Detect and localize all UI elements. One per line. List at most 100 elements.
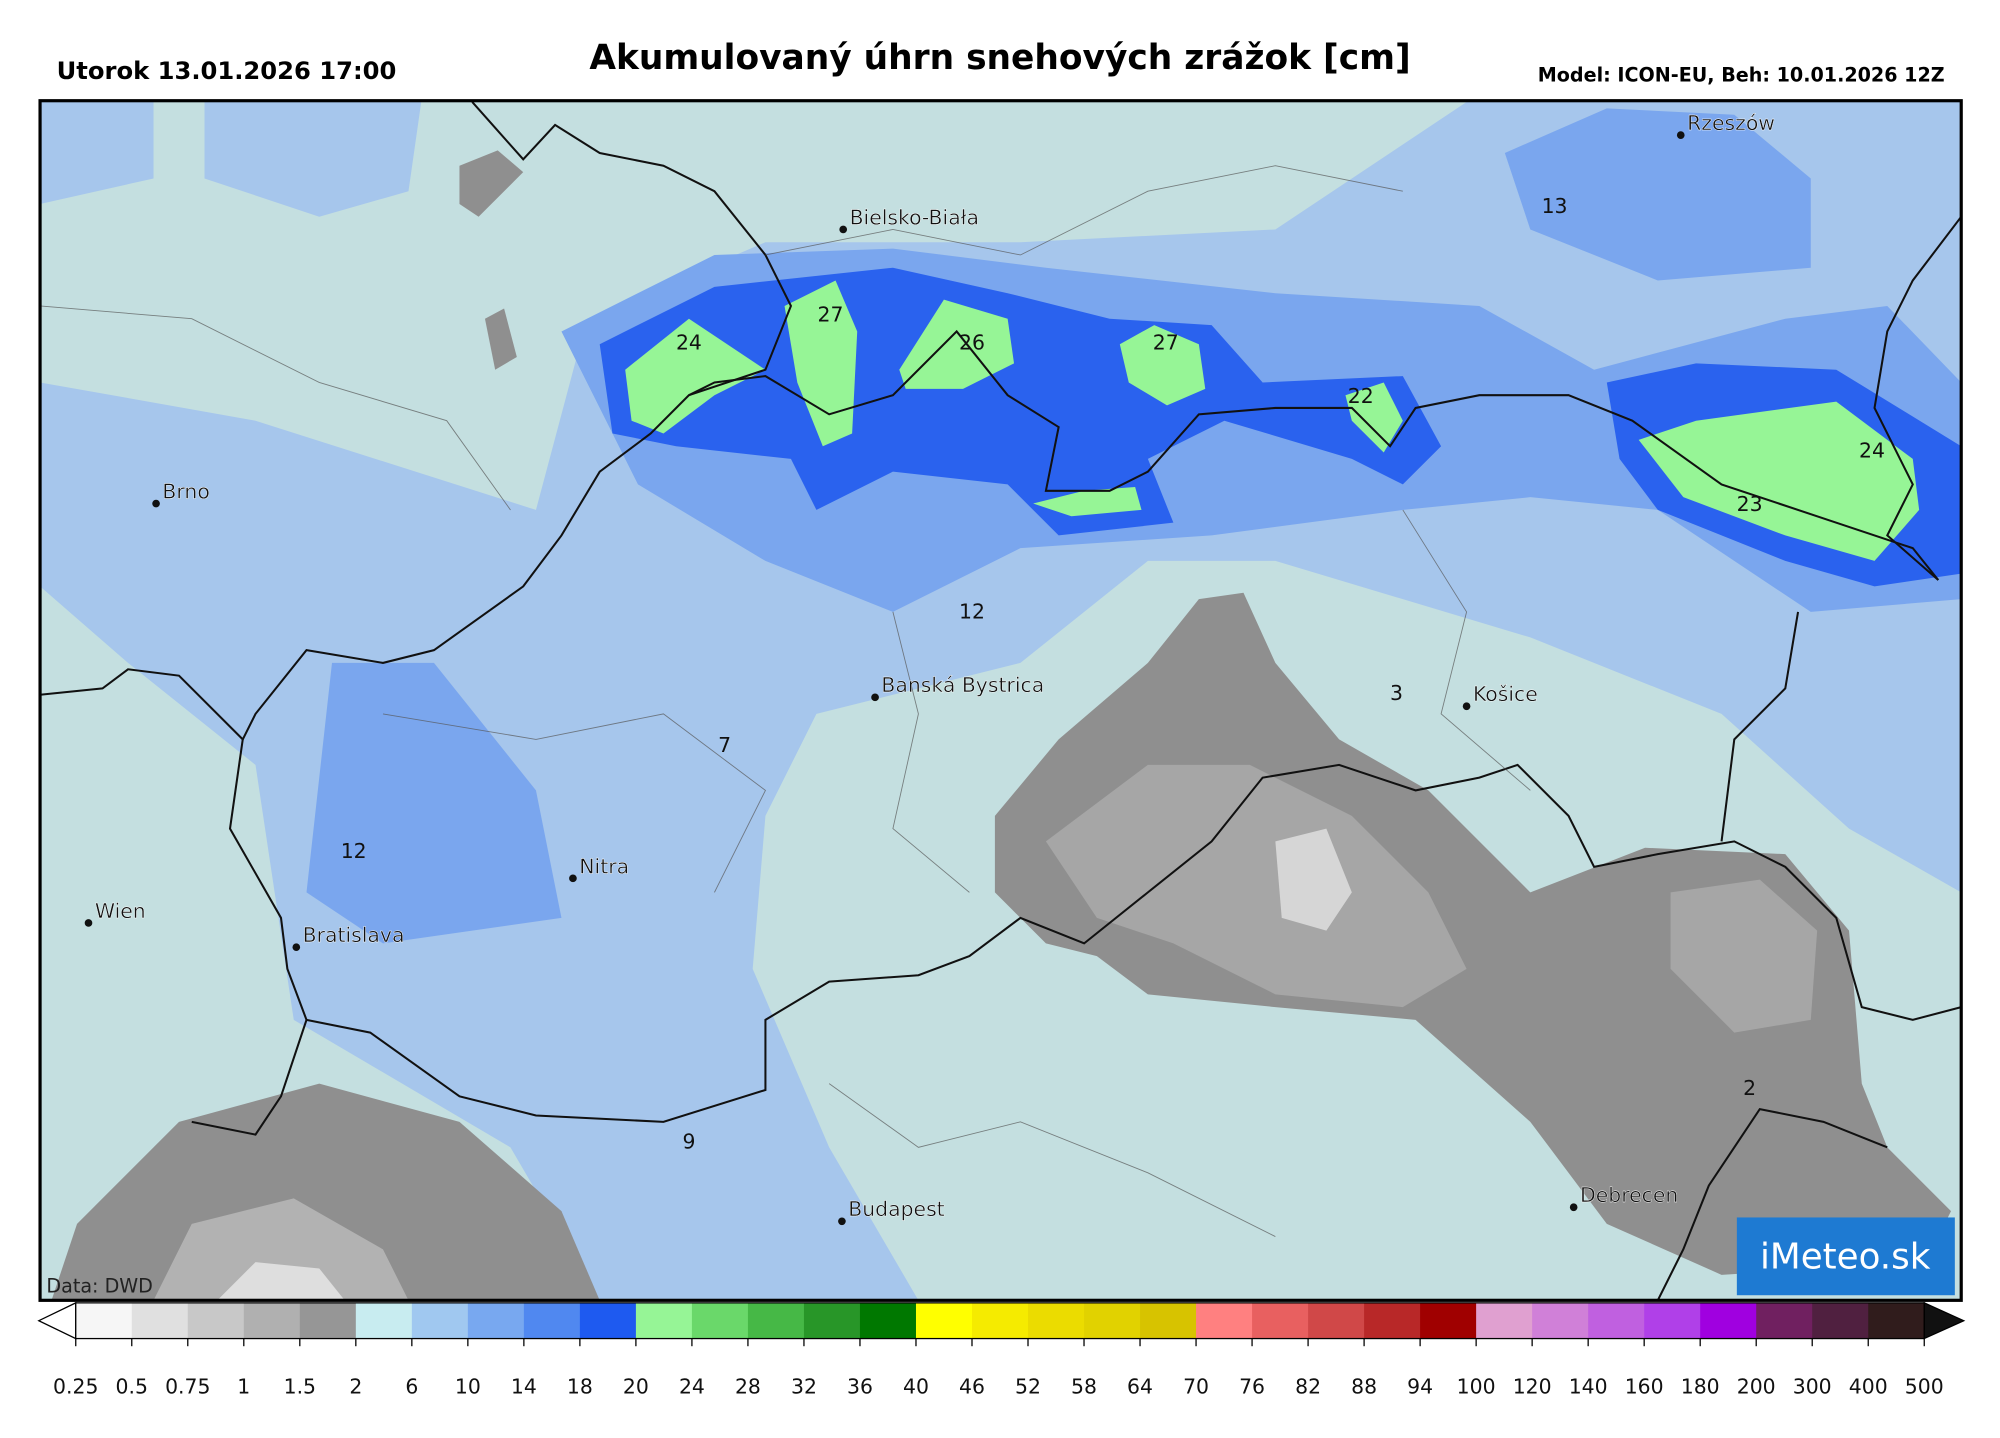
city-dot bbox=[838, 1217, 846, 1226]
legend-tick-label: 70 bbox=[1183, 1374, 1209, 1398]
legend-swatch bbox=[243, 1302, 301, 1339]
city-label: Bielsko-Biała bbox=[850, 205, 979, 229]
legend-tick-label: 160 bbox=[1625, 1374, 1664, 1398]
legend-swatch bbox=[1028, 1302, 1085, 1339]
legend-tick-label: 0.5 bbox=[116, 1374, 148, 1398]
city-dot bbox=[84, 919, 93, 927]
legend-swatch bbox=[1812, 1302, 1869, 1339]
city-label: Debrecen bbox=[1580, 1183, 1678, 1207]
legend-tick-label: 10 bbox=[455, 1374, 481, 1398]
legend-tick-label: 46 bbox=[959, 1374, 985, 1398]
legend-tick-label: 58 bbox=[1071, 1374, 1097, 1398]
legend-swatch bbox=[75, 1302, 133, 1339]
legend-swatch bbox=[1252, 1302, 1309, 1339]
legend-tick-label: 0.25 bbox=[53, 1374, 98, 1398]
legend-swatch bbox=[523, 1302, 581, 1339]
value-label: 9 bbox=[682, 1130, 695, 1154]
city-label: Rzeszów bbox=[1687, 111, 1775, 135]
legend-tick-label: 64 bbox=[1127, 1374, 1153, 1398]
legend-swatch bbox=[691, 1302, 749, 1339]
legend-swatch bbox=[915, 1302, 973, 1339]
value-label: 27 bbox=[817, 302, 843, 326]
legend-swatch bbox=[1308, 1302, 1365, 1339]
legend-tick-label: 100 bbox=[1457, 1374, 1496, 1398]
legend-tick-label: 88 bbox=[1351, 1374, 1377, 1398]
legend-tick-label: 1.5 bbox=[284, 1374, 316, 1398]
model-info: Model: ICON-EU, Beh: 10.01.2026 12Z bbox=[1538, 64, 1945, 87]
legend-swatch bbox=[355, 1302, 413, 1339]
legend-swatch bbox=[1196, 1302, 1253, 1339]
title: Akumulovaný úhrn snehových zrážok [cm] bbox=[589, 38, 1410, 78]
city-label: Brno bbox=[162, 479, 209, 503]
city-label: Banská Bystrica bbox=[881, 673, 1044, 697]
value-label: 23 bbox=[1737, 492, 1763, 516]
legend-tick-label: 500 bbox=[1905, 1374, 1944, 1398]
value-label: 3 bbox=[1390, 681, 1403, 705]
legend-tick-label: 1 bbox=[237, 1374, 250, 1398]
legend-tick-label: 20 bbox=[623, 1374, 649, 1398]
city-label: Nitra bbox=[579, 854, 629, 878]
value-label: 26 bbox=[959, 330, 985, 354]
value-label: 2 bbox=[1743, 1076, 1756, 1100]
legend-tick-label: 18 bbox=[567, 1374, 593, 1398]
data-credit: Data: DWD bbox=[46, 1275, 152, 1298]
legend: 0.25 0.5 0.75 1 1.5 2 6 10 14 18 20 24 28 32 36 40 46 52 5… bbox=[37, 1301, 1966, 1398]
legend-swatch bbox=[1588, 1302, 1645, 1339]
value-label: 12 bbox=[959, 599, 985, 623]
legend-swatch bbox=[1420, 1302, 1477, 1339]
legend-swatch bbox=[1140, 1302, 1197, 1339]
city-label: Budapest bbox=[848, 1197, 944, 1221]
map-frame bbox=[38, 99, 1963, 1302]
legend-swatch bbox=[1700, 1302, 1757, 1339]
city-dot bbox=[1676, 131, 1685, 139]
city-dot bbox=[871, 693, 879, 702]
value-label: 7 bbox=[718, 733, 731, 757]
legend-arrow-low bbox=[37, 1301, 77, 1340]
legend-tick-label: 32 bbox=[791, 1374, 817, 1398]
city-label: Wien bbox=[95, 899, 146, 923]
city-dot bbox=[1569, 1203, 1578, 1212]
legend-swatch bbox=[299, 1302, 357, 1339]
legend-swatch bbox=[1756, 1302, 1813, 1339]
legend-tick-label: 52 bbox=[1015, 1374, 1041, 1398]
logo: iMeteo.sk bbox=[1760, 1236, 1931, 1277]
legend-swatch bbox=[971, 1302, 1029, 1339]
legend-swatch bbox=[635, 1302, 693, 1339]
value-label: 24 bbox=[676, 330, 702, 354]
city-label: Košice bbox=[1473, 682, 1538, 706]
legend-tick-label: 28 bbox=[735, 1374, 761, 1398]
value-label: 27 bbox=[1153, 330, 1179, 354]
value-label: 24 bbox=[1859, 439, 1885, 463]
datetime: Utorok 13.01.2026 17:00 bbox=[57, 57, 397, 85]
legend-tick-label: 0.75 bbox=[165, 1374, 210, 1398]
legend-tick-label: 180 bbox=[1681, 1374, 1720, 1398]
legend-tick-label: 2 bbox=[349, 1374, 362, 1398]
city-dot bbox=[152, 499, 160, 508]
legend-tick-label: 14 bbox=[511, 1374, 537, 1398]
legend-arrow-high bbox=[1923, 1301, 1966, 1340]
legend-swatch bbox=[1476, 1302, 1533, 1339]
legend-swatch bbox=[859, 1302, 917, 1339]
legend-swatch bbox=[1644, 1302, 1701, 1339]
map bbox=[40, 100, 1962, 1301]
legend-tick-label: 36 bbox=[847, 1374, 873, 1398]
legend-swatch bbox=[1532, 1302, 1589, 1339]
legend-swatch bbox=[579, 1302, 637, 1339]
legend-swatch bbox=[803, 1302, 861, 1339]
city-label: Bratislava bbox=[303, 923, 405, 947]
city-dot bbox=[1462, 702, 1471, 711]
value-label: 12 bbox=[341, 839, 367, 863]
legend-swatch bbox=[747, 1302, 805, 1339]
city-dot bbox=[292, 943, 301, 952]
legend-swatch bbox=[131, 1302, 189, 1339]
legend-tick-label: 82 bbox=[1295, 1374, 1321, 1398]
city-dot bbox=[839, 225, 848, 234]
city-dot bbox=[569, 874, 577, 883]
legend-swatch bbox=[1084, 1302, 1141, 1339]
legend-swatch bbox=[1868, 1302, 1925, 1339]
legend-tick-label: 94 bbox=[1407, 1374, 1433, 1398]
legend-tick-label: 120 bbox=[1513, 1374, 1552, 1398]
legend-swatch bbox=[187, 1302, 245, 1339]
legend-tick-label: 40 bbox=[903, 1374, 929, 1398]
